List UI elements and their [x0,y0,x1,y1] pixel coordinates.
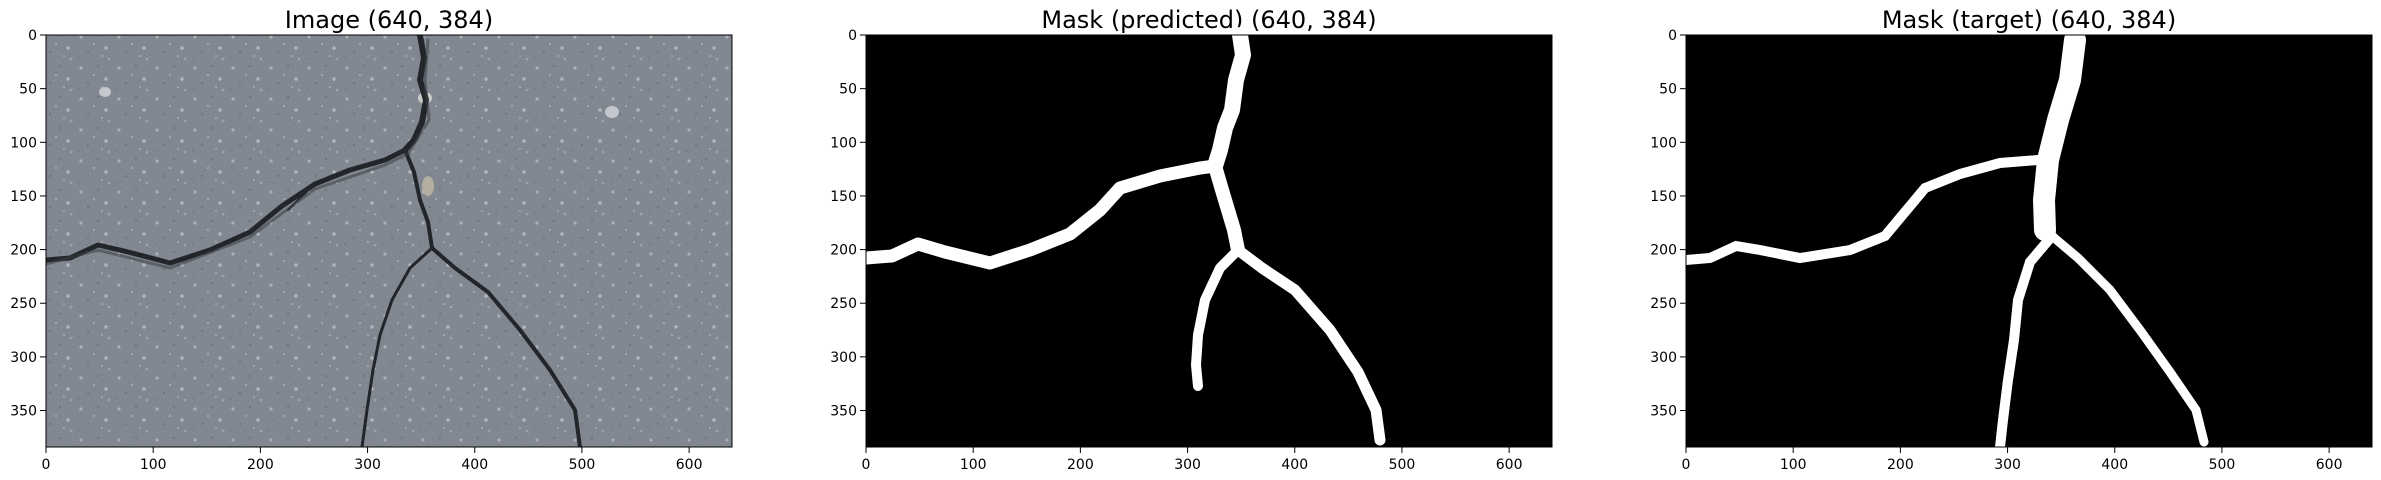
y-tick-label: 50 [1659,82,1677,98]
y-tick-label: 250 [1650,296,1677,312]
x-tick-label: 0 [1682,457,1691,473]
x-tick-label: 400 [461,457,488,473]
panel-image-title: Image (640, 384) [285,6,493,34]
y-tick-label: 350 [10,404,37,420]
y-tick-label: 100 [830,135,857,151]
mask-background [1686,35,2372,447]
x-tick-label: 200 [247,457,274,473]
x-tick-label: 100 [960,457,987,473]
predicted-crack-mask [859,27,1552,447]
x-tick-label: 100 [1780,457,1807,473]
stone-chip [605,106,619,118]
x-tick-label: 500 [1389,457,1416,473]
y-tick-label: 0 [1668,28,1677,44]
panel-target: Mask (target) (640, 384) 0 100 200 300 400 50… [1650,6,2373,473]
x-tick-label: 0 [42,457,51,473]
x-tick-label: 600 [676,457,703,473]
mask-crack-strokes [1681,29,2209,452]
panel-image-frame [45,34,733,448]
y-tick-label: 0 [848,28,857,44]
panel-pred-x-axis: 0 100 200 300 400 500 600 [862,447,1523,473]
y-tick-label: 250 [830,296,857,312]
y-tick-label: 100 [1650,135,1677,151]
y-tick-label: 200 [10,243,37,259]
y-tick-label: 300 [10,350,37,366]
panel-target-title: Mask (target) (640, 384) [1882,6,2176,34]
x-tick-label: 500 [2209,457,2236,473]
y-tick-label: 0 [28,28,37,44]
y-tick-label: 350 [830,404,857,420]
y-tick-label: 200 [1650,243,1677,259]
panel-image-x-axis: 0 100 200 300 400 500 600 [42,447,703,473]
x-tick-label: 200 [1887,457,1914,473]
panel-pred-title: Mask (predicted) (640, 384) [1041,6,1376,34]
asphalt-tint [46,35,732,447]
y-tick-label: 100 [10,135,37,151]
asphalt-crack-photo [46,35,732,447]
x-tick-label: 600 [1496,457,1523,473]
panel-target-frame [1685,34,2373,448]
x-tick-label: 400 [2101,457,2128,473]
panel-pred-y-axis: 0 50 100 150 200 250 300 350 [830,28,866,420]
x-tick-label: 500 [569,457,596,473]
y-tick-label: 150 [830,189,857,205]
y-tick-label: 200 [830,243,857,259]
x-tick-label: 100 [140,457,167,473]
y-tick-label: 150 [10,189,37,205]
y-tick-label: 150 [1650,189,1677,205]
asphalt-grain [46,35,732,447]
y-tick-label: 350 [1650,404,1677,420]
panel-pred: Mask (predicted) (640, 384) 0 100 200 300 40… [830,6,1553,473]
crack-lines [46,35,582,447]
x-tick-label: 300 [1994,457,2021,473]
target-crack-mask [1681,29,2372,452]
panel-target-y-axis: 0 50 100 150 200 250 300 350 [1650,28,1686,420]
x-tick-label: 0 [862,457,871,473]
x-tick-label: 600 [2316,457,2343,473]
panel-image: Image (640, 384) [10,6,733,473]
panel-pred-frame [865,34,1553,448]
mask-background [866,35,1552,447]
mask-crack-strokes [859,27,1386,446]
y-tick-label: 300 [1650,350,1677,366]
stone-chip [99,87,111,97]
x-tick-label: 300 [1174,457,1201,473]
y-tick-label: 50 [839,82,857,98]
panel-target-x-axis: 0 100 200 300 400 500 600 [1682,447,2343,473]
x-tick-label: 300 [354,457,381,473]
stone-chip [422,176,434,196]
y-tick-label: 50 [19,82,37,98]
panel-image-y-axis: 0 50 100 150 200 250 300 350 [10,28,46,420]
x-tick-label: 200 [1067,457,1094,473]
crack-shadows [46,38,431,270]
y-tick-label: 250 [10,296,37,312]
y-tick-label: 300 [830,350,857,366]
x-tick-label: 400 [1281,457,1308,473]
